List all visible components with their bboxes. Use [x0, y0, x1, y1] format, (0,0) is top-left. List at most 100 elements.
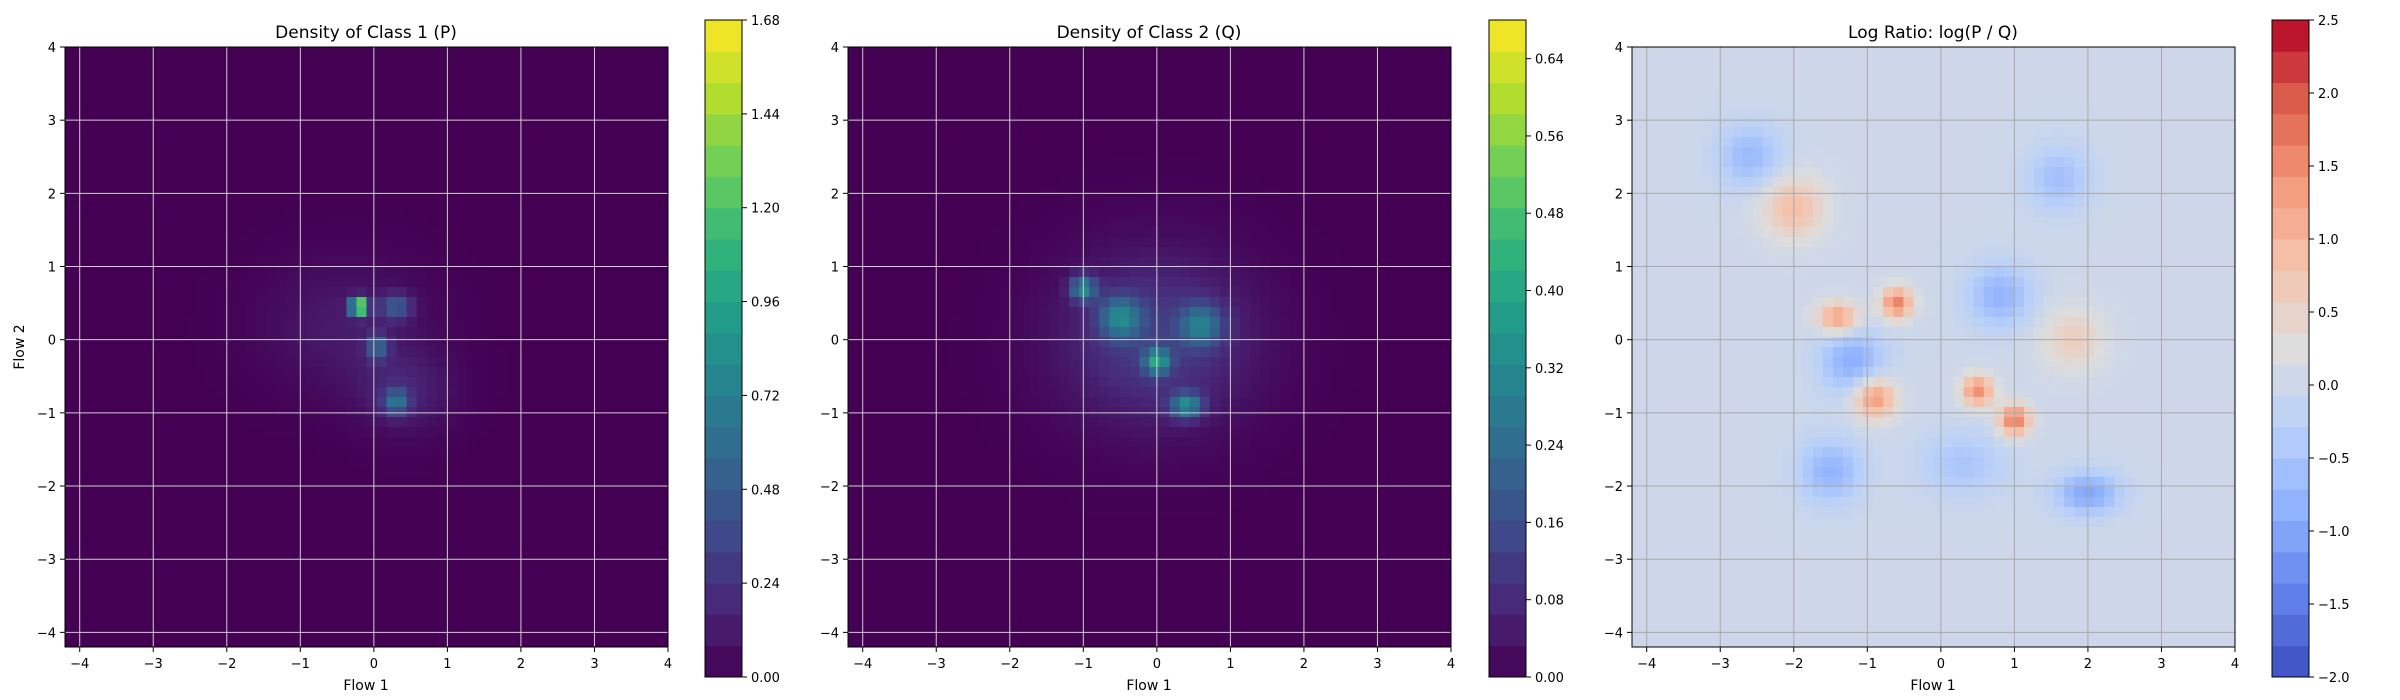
heatmap-cell — [477, 427, 488, 438]
heatmap-cell — [517, 177, 528, 188]
heatmap-cell — [125, 357, 136, 368]
heatmap-cell — [165, 227, 177, 238]
heatmap-cell — [446, 197, 458, 208]
heatmap-cell — [296, 247, 307, 258]
heatmap-cell — [1169, 227, 1181, 238]
heatmap-cell — [1270, 67, 1281, 78]
heatmap-cell — [1430, 97, 1442, 108]
heatmap-cell — [316, 417, 327, 428]
heatmap-cell — [497, 347, 508, 358]
heatmap-cell — [537, 447, 548, 458]
heatmap-cell — [637, 217, 649, 228]
heatmap-cell — [547, 307, 559, 318]
heatmap-cell — [477, 267, 488, 278]
heatmap-cell — [487, 387, 498, 398]
heatmap-cell — [145, 247, 157, 258]
heatmap-cell — [1099, 157, 1110, 168]
heatmap-cell — [376, 297, 388, 308]
heatmap-cell — [507, 57, 518, 68]
heatmap-cell — [346, 277, 358, 288]
heatmap-cell — [306, 267, 317, 278]
heatmap-cell — [416, 207, 428, 218]
heatmap-cell — [245, 157, 257, 168]
heatmap-cell — [406, 577, 418, 588]
heatmap-cell — [296, 77, 307, 88]
heatmap-cell — [336, 487, 347, 498]
heatmap-cell — [396, 147, 408, 158]
heatmap-cell — [446, 77, 458, 88]
heatmap-cell — [336, 167, 347, 178]
heatmap-cell — [597, 207, 609, 218]
heatmap-cell — [296, 197, 307, 208]
heatmap-cell — [848, 257, 859, 268]
heatmap-cell — [547, 277, 559, 288]
heatmap-cell — [195, 617, 207, 628]
heatmap-cell — [276, 177, 287, 188]
heatmap-cell — [296, 447, 307, 458]
heatmap-cell — [326, 117, 337, 128]
heatmap-cell — [948, 107, 960, 118]
heatmap-cell — [467, 497, 478, 508]
heatmap-cell — [1018, 257, 1030, 268]
heatmap-cell — [296, 637, 307, 647]
heatmap-cell — [396, 477, 408, 488]
heatmap-cell — [557, 47, 569, 58]
heatmap-cell — [366, 527, 378, 538]
heatmap-cell — [1179, 107, 1191, 118]
heatmap-cell — [125, 77, 136, 88]
heatmap-cell — [446, 567, 458, 578]
heatmap-cell — [306, 397, 317, 408]
heatmap-cell — [1179, 137, 1191, 148]
heatmap-cell — [587, 527, 599, 538]
heatmap-cell — [145, 427, 157, 438]
heatmap-cell — [316, 97, 327, 108]
heatmap-cell — [255, 397, 267, 408]
heatmap-cell — [587, 637, 599, 647]
heatmap-cell — [336, 637, 347, 647]
heatmap-cell — [1350, 157, 1362, 168]
heatmap-cell — [637, 147, 649, 158]
heatmap-cell — [1159, 237, 1171, 248]
heatmap-cell — [215, 117, 227, 128]
heatmap-cell — [1179, 117, 1191, 128]
heatmap-cell — [225, 567, 237, 578]
heatmap-cell — [416, 597, 428, 608]
heatmap-cell — [356, 107, 368, 118]
heatmap-cell — [456, 57, 468, 68]
heatmap-cell — [1390, 237, 1402, 248]
heatmap-cell — [587, 147, 599, 158]
heatmap-cell — [436, 467, 448, 478]
heatmap-cell — [426, 157, 438, 168]
heatmap-cell — [255, 597, 267, 608]
heatmap-cell — [386, 87, 398, 98]
heatmap-cell — [467, 367, 478, 378]
heatmap-cell — [1360, 167, 1372, 178]
heatmap-cell — [205, 407, 217, 418]
heatmap-cell — [105, 407, 116, 418]
heatmap-cell — [657, 397, 668, 408]
heatmap-cell — [456, 477, 468, 488]
heatmap-cell — [597, 337, 609, 348]
heatmap-cell — [426, 497, 438, 508]
heatmap-cell — [467, 487, 478, 498]
heatmap-cell — [416, 527, 428, 538]
heatmap-cell — [215, 47, 227, 58]
heatmap-cell — [467, 317, 478, 328]
heatmap-cell — [497, 537, 508, 548]
heatmap-cell — [165, 97, 177, 108]
heatmap-cell — [296, 57, 307, 68]
heatmap-cell — [1360, 227, 1372, 238]
heatmap-cell — [1390, 47, 1402, 58]
heatmap-cell — [65, 127, 76, 138]
heatmap-cell — [888, 217, 899, 228]
heatmap-cell — [988, 147, 1000, 158]
heatmap-cell — [406, 127, 418, 138]
heatmap-cell — [1410, 177, 1422, 188]
heatmap-cell — [467, 157, 478, 168]
heatmap-cell — [296, 407, 307, 418]
heatmap-cell — [527, 567, 538, 578]
heatmap-cell — [557, 317, 569, 328]
heatmap-cell — [165, 347, 177, 358]
heatmap-cell — [1119, 167, 1130, 178]
heatmap-cell — [1270, 177, 1281, 188]
